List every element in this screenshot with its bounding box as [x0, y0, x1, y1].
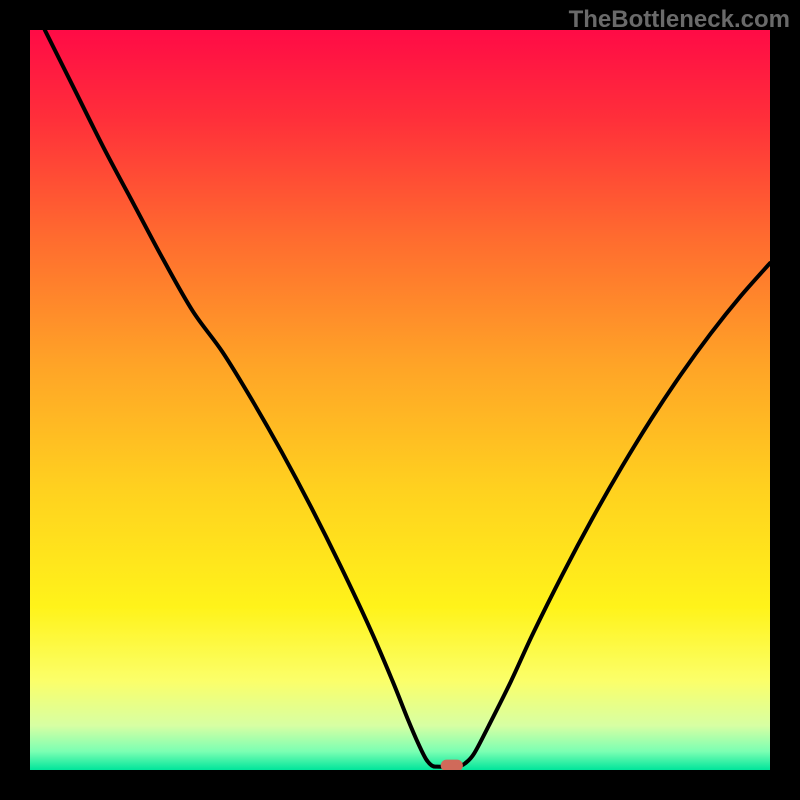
bottleneck-curve-chart — [30, 30, 770, 770]
chart-stage: TheBottleneck.com — [0, 0, 800, 800]
optimal-point-marker — [441, 760, 463, 770]
plot-area — [30, 30, 770, 770]
gradient-background — [30, 30, 770, 770]
